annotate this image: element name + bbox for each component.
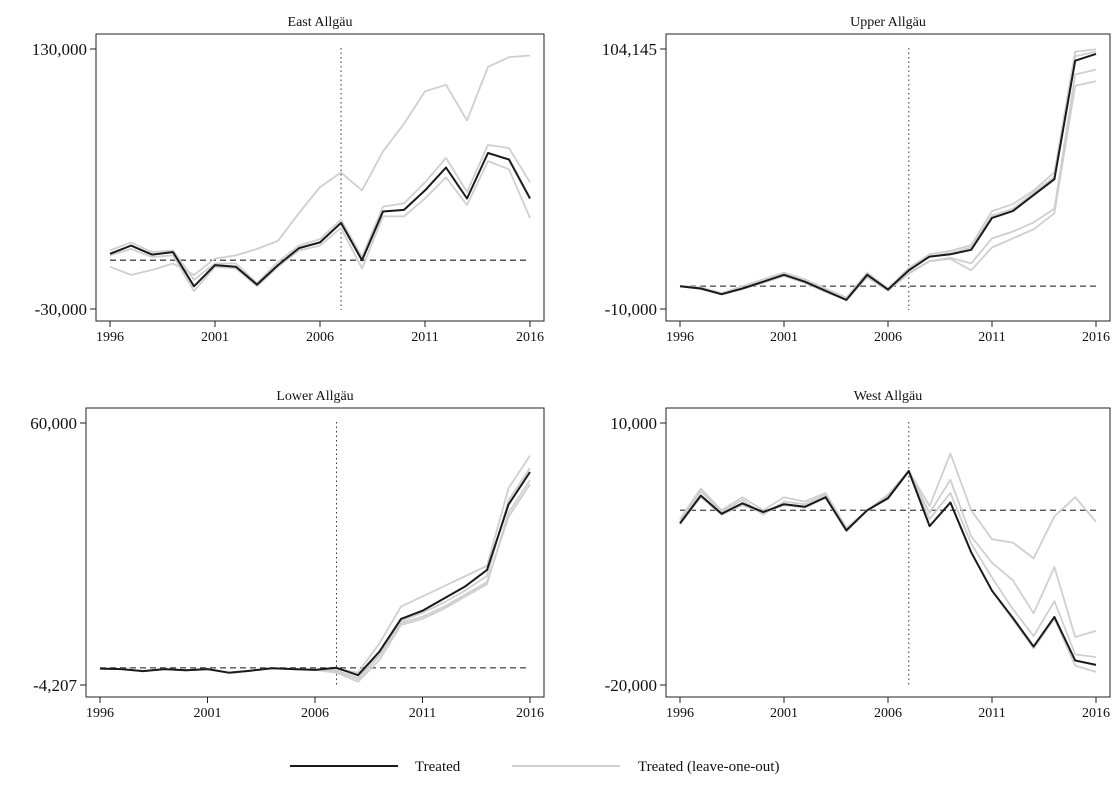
series-line-treated — [679, 470, 1097, 666]
panel-title: West Allgäu — [854, 389, 922, 404]
panel-4: West Allgäu 10,000 -20,000 1996 2001 2006 2011… — [605, 389, 1111, 721]
panel-title: Lower Allgäu — [276, 389, 353, 404]
x-tick-label: 2001 — [194, 706, 222, 721]
series-line-leave-one-out — [99, 467, 531, 679]
x-tick-label: 2001 — [770, 330, 798, 345]
panel-2: Upper Allgäu 104,145 -10,000 1996 2001 2006 20… — [602, 15, 1111, 345]
series-line-leave-one-out — [99, 455, 531, 674]
x-tick-label: 1996 — [86, 706, 114, 721]
y-tick-label: -20,000 — [605, 676, 657, 695]
x-tick-label: 2001 — [770, 706, 798, 721]
x-tick-label: 2006 — [874, 330, 902, 345]
x-tick-label: 1996 — [96, 330, 124, 345]
x-tick-label: 2016 — [1082, 706, 1110, 721]
y-tick-label: 130,000 — [32, 40, 87, 59]
series-line-treated — [679, 52, 1097, 301]
series-line-leave-one-out — [679, 452, 1097, 560]
series-line-leave-one-out — [679, 68, 1097, 301]
x-tick-label: 2006 — [301, 706, 329, 721]
plot-frame — [665, 407, 1111, 698]
x-tick-label: 2016 — [516, 330, 544, 345]
panel-title: Upper Allgäu — [850, 15, 926, 30]
panel-3: Lower Allgäu 60,000 -4,207 1996 2001 2006 2011… — [30, 389, 545, 721]
x-tick-label: 2011 — [409, 706, 436, 721]
series-line-leave-one-out — [109, 54, 531, 276]
x-tick-label: 2006 — [874, 706, 902, 721]
x-tick-label: 2011 — [978, 330, 1005, 345]
y-tick-label: 60,000 — [30, 414, 77, 433]
x-tick-label: 2001 — [201, 330, 229, 345]
plot-frame — [665, 33, 1111, 322]
panel-title: East Allgäu — [288, 15, 353, 30]
series-line-leave-one-out — [679, 470, 1097, 673]
y-tick-label: 104,145 — [602, 40, 657, 59]
plot-frame — [85, 407, 545, 698]
series-line-leave-one-out — [99, 479, 531, 683]
x-tick-label: 2011 — [978, 706, 1005, 721]
series-line-leave-one-out — [99, 483, 531, 681]
x-tick-label: 2006 — [306, 330, 334, 345]
panels: East Allgäu 130,000 -30,000 1996 2001 2006 201… — [30, 15, 1111, 721]
x-tick-label: 1996 — [666, 330, 694, 345]
series-line-leave-one-out — [679, 470, 1097, 638]
y-tick-label: -10,000 — [605, 300, 657, 319]
x-tick-label: 2016 — [516, 706, 544, 721]
legend-loo-label: Treated (leave-one-out) — [638, 759, 779, 775]
legend: Treated Treated (leave-one-out) — [290, 759, 779, 775]
x-tick-label: 2016 — [1082, 330, 1110, 345]
series-line-treated — [109, 152, 531, 288]
series-line-treated — [99, 471, 531, 677]
y-tick-label: 10,000 — [610, 414, 657, 433]
x-tick-label: 1996 — [666, 706, 694, 721]
panel-1: East Allgäu 130,000 -30,000 1996 2001 2006 201… — [32, 15, 545, 345]
legend-treated-label: Treated — [415, 759, 461, 775]
series-line-leave-one-out — [679, 48, 1097, 299]
series-line-leave-one-out — [109, 160, 531, 293]
series-line-leave-one-out — [109, 143, 531, 284]
y-tick-label: -30,000 — [35, 300, 87, 319]
x-tick-label: 2011 — [411, 330, 438, 345]
series-line-leave-one-out — [679, 50, 1097, 301]
y-tick-label: -4,207 — [33, 676, 77, 695]
